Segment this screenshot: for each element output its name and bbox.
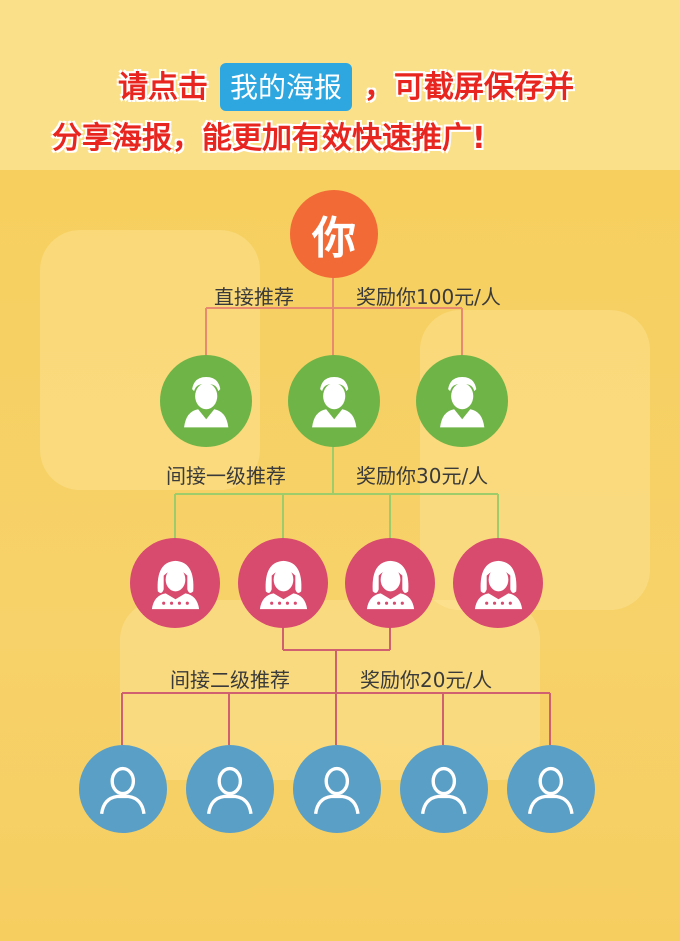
user-outline-icon <box>314 767 360 815</box>
level-2-left-label: 间接一级推荐 <box>166 464 286 488</box>
level-3-node <box>293 745 381 833</box>
female-user-icon <box>151 560 199 609</box>
male-user-icon <box>183 376 229 428</box>
level-3-node <box>400 745 488 833</box>
level-1-right-label: 奖励你100元/人 <box>356 285 501 309</box>
level-2-node <box>345 538 435 628</box>
level-2-node <box>453 538 543 628</box>
user-outline-icon <box>100 767 146 815</box>
level-2-right-label: 奖励你30元/人 <box>356 464 489 488</box>
headline-line-1: 请点击 我的海报 ，可截屏保存并 <box>0 62 680 111</box>
root-node-you: 你 <box>290 190 378 278</box>
level-3-node <box>186 745 274 833</box>
level-1-node <box>416 355 508 447</box>
headline-text-before: 请点击 <box>118 70 208 105</box>
root-label: 你 <box>312 213 356 264</box>
headline-text-after: ，可截屏保存并 <box>364 70 575 105</box>
level-2-node <box>130 538 220 628</box>
level-1-left-label: 直接推荐 <box>214 285 294 309</box>
level-3-node <box>507 745 595 833</box>
user-outline-icon <box>207 767 253 815</box>
headline-line-2: 分享海报，能更加有效快速推广! <box>52 121 486 156</box>
male-user-icon <box>311 376 357 428</box>
male-user-icon <box>439 376 485 428</box>
female-user-icon <box>474 560 522 609</box>
level-1-node <box>288 355 380 447</box>
my-poster-chip[interactable]: 我的海报 <box>220 63 353 111</box>
female-user-icon <box>366 560 414 609</box>
female-user-icon <box>259 560 307 609</box>
level-3-right-label: 奖励你20元/人 <box>360 668 493 692</box>
user-outline-icon <box>528 767 574 815</box>
level-2-node <box>238 538 328 628</box>
user-outline-icon <box>421 767 467 815</box>
level-1-node <box>160 355 252 447</box>
level-3-node <box>79 745 167 833</box>
level-3-left-label: 间接二级推荐 <box>170 668 290 692</box>
